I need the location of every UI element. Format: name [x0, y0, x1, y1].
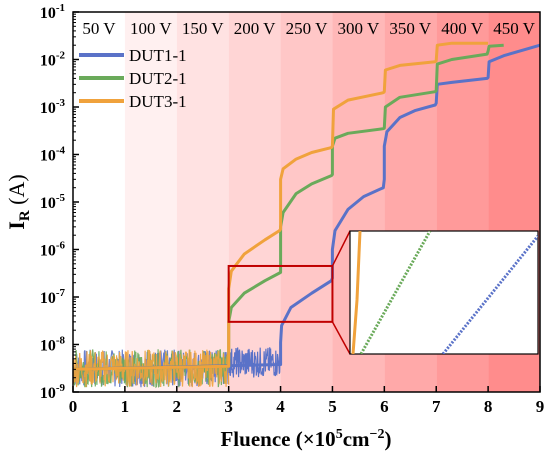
noise-region [73, 347, 282, 389]
y-axis-ticks: 10-9 10-8 10-7 10-6 10-5 10-4 10-3 10-2 10-1 [40, 2, 79, 402]
legend: DUT1-1 DUT2-1 DUT3-1 [79, 46, 187, 111]
voltage-band-label: 250 V [286, 19, 328, 38]
axis-labels: Fluence (×105cm−2) IR (A) [4, 174, 392, 451]
x-axis-ticks: 0 1 2 3 4 5 6 7 8 9 [69, 386, 545, 416]
x-axis-label: Fluence (×105cm−2) [220, 427, 391, 451]
voltage-band-2 [124, 12, 177, 392]
x-tick-label: 4 [276, 397, 285, 416]
x-tick-label: 0 [69, 397, 78, 416]
zoom-connector-top [331, 230, 351, 267]
legend-label-DUT1-1: DUT1-1 [129, 46, 187, 65]
y-axis-label: IR (A) [4, 174, 33, 229]
y-tick-label: 10-4 [40, 145, 66, 165]
voltage-band-label: 150 V [182, 19, 224, 38]
voltage-band-3 [176, 12, 229, 392]
series-lines [73, 41, 540, 371]
y-tick-label: 10-7 [40, 287, 66, 307]
y-tick-label: 10-6 [40, 240, 66, 260]
x-tick-label: 5 [328, 397, 337, 416]
voltage-band-1 [73, 12, 125, 392]
y-tick-label: 10-1 [40, 2, 65, 22]
voltage-band-label: 300 V [338, 19, 380, 38]
voltage-band-label: 400 V [441, 19, 483, 38]
zoom-rectangle [227, 264, 334, 323]
voltage-band-label: 450 V [493, 19, 535, 38]
voltage-band-4 [228, 12, 281, 392]
y-tick-label: 10-8 [40, 335, 66, 355]
y-tick-label: 10-2 [40, 50, 66, 70]
inset-content [351, 231, 538, 354]
noise-trace-extended [228, 347, 282, 378]
voltage-band-labels: 50 V 100 V 150 V 200 V 250 V 300 V 350 V 400 V 4… [82, 19, 535, 38]
x-tick-label: 7 [432, 397, 441, 416]
legend-label-DUT3-1: DUT3-1 [129, 92, 187, 111]
x-tick-label: 6 [380, 397, 389, 416]
series-line-DUT1-1 [73, 43, 540, 371]
inset-line-DUT3-1 [351, 231, 362, 354]
x-tick-label: 8 [484, 397, 493, 416]
voltage-band-label: 100 V [130, 19, 172, 38]
inset-line-DUT2-1 [359, 231, 432, 354]
noise-trace-DUT3-1 [73, 349, 230, 388]
voltage-band-5 [280, 12, 333, 392]
series-line-DUT3-1 [73, 41, 489, 371]
legend-label-DUT2-1: DUT2-1 [129, 69, 187, 88]
inset-line-DUT1-1 [441, 235, 538, 354]
x-tick-label: 2 [173, 397, 182, 416]
x-tick-label: 9 [536, 397, 545, 416]
inset-frame [349, 230, 539, 355]
voltage-band-label: 50 V [82, 19, 116, 38]
y-tick-label: 10-9 [40, 382, 66, 402]
inset-plot [349, 230, 539, 355]
voltage-band-label: 200 V [234, 19, 276, 38]
x-tick-label: 1 [121, 397, 130, 416]
x-tick-label: 3 [224, 397, 233, 416]
voltage-band-label: 350 V [389, 19, 431, 38]
y-tick-label: 10-5 [40, 192, 66, 212]
zoom-box [227, 230, 351, 355]
zoom-connector-bottom [331, 321, 351, 355]
y-tick-label: 10-3 [40, 97, 66, 117]
